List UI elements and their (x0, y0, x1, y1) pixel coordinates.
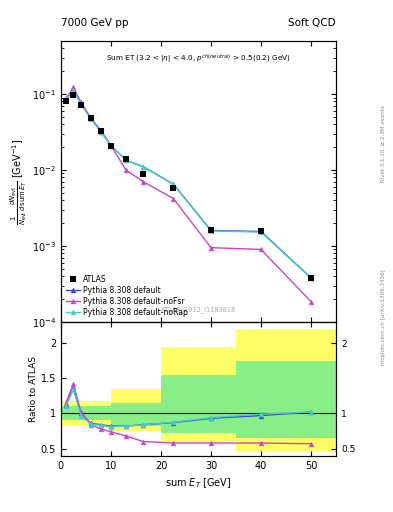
Text: ATLAS_2012_I1183818: ATLAS_2012_I1183818 (161, 307, 236, 313)
Pythia 8.308 default-noRap (123, 157, 128, 163)
Pythia 8.308 default (88, 115, 93, 121)
Pythia 8.308 default-noRap (259, 229, 263, 235)
Pythia 8.308 default-noRap (171, 181, 176, 187)
Pythia 8.308 default (79, 100, 83, 106)
ATLAS (141, 171, 146, 177)
ATLAS (79, 102, 83, 108)
ATLAS (209, 227, 213, 233)
ATLAS (171, 185, 176, 191)
Y-axis label: Ratio to ATLAS: Ratio to ATLAS (29, 356, 38, 422)
Text: mcplots.cern.ch [arXiv:1306.3436]: mcplots.cern.ch [arXiv:1306.3436] (381, 270, 386, 365)
Pythia 8.308 default-noRap (71, 87, 76, 93)
Pythia 8.308 default-noFsr (209, 245, 213, 251)
Pythia 8.308 default-noFsr (141, 179, 146, 185)
Pythia 8.308 default (141, 164, 146, 170)
ATLAS (309, 275, 313, 281)
Pythia 8.308 default (71, 87, 76, 93)
Pythia 8.308 default (259, 228, 263, 234)
Pythia 8.308 default-noFsr (171, 196, 176, 202)
Line: Pythia 8.308 default: Pythia 8.308 default (64, 87, 314, 280)
Pythia 8.308 default-noFsr (71, 84, 76, 91)
Pythia 8.308 default-noRap (64, 96, 68, 102)
Pythia 8.308 default-noRap (79, 101, 83, 108)
Text: Soft QCD: Soft QCD (288, 18, 336, 28)
ATLAS (99, 127, 103, 134)
Pythia 8.308 default-noRap (209, 228, 213, 234)
Pythia 8.308 default (309, 275, 313, 281)
Line: Pythia 8.308 default-noFsr: Pythia 8.308 default-noFsr (64, 85, 314, 304)
Line: Pythia 8.308 default-noRap: Pythia 8.308 default-noRap (64, 88, 314, 280)
Pythia 8.308 default-noFsr (259, 246, 263, 252)
Legend: ATLAS, Pythia 8.308 default, Pythia 8.308 default-noFsr, Pythia 8.308 default-no: ATLAS, Pythia 8.308 default, Pythia 8.30… (65, 273, 189, 318)
Pythia 8.308 default-noRap (99, 129, 103, 135)
Pythia 8.308 default (108, 142, 113, 148)
Pythia 8.308 default-noRap (88, 116, 93, 122)
Pythia 8.308 default (99, 127, 103, 134)
ATLAS (64, 97, 68, 103)
Pythia 8.308 default-noRap (108, 142, 113, 148)
ATLAS (259, 228, 263, 234)
X-axis label: sum $E_T$ [GeV]: sum $E_T$ [GeV] (165, 476, 232, 490)
Text: 7000 GeV pp: 7000 GeV pp (61, 18, 129, 28)
Pythia 8.308 default-noFsr (108, 142, 113, 148)
Text: Rivet 3.1.10, ≥ 2.3M events: Rivet 3.1.10, ≥ 2.3M events (381, 105, 386, 182)
Pythia 8.308 default (171, 181, 176, 187)
Pythia 8.308 default-noRap (309, 275, 313, 281)
Text: Sum ET (3.2 < |$\eta$| < 4.0, $p^{ch(neutral)}$ > 0.5(0.2) GeV): Sum ET (3.2 < |$\eta$| < 4.0, $p^{ch(neu… (106, 52, 291, 65)
ATLAS (71, 92, 76, 98)
Pythia 8.308 default-noFsr (79, 99, 83, 105)
ATLAS (108, 142, 113, 148)
Pythia 8.308 default-noFsr (99, 129, 103, 135)
Pythia 8.308 default-noFsr (123, 167, 128, 173)
Pythia 8.308 default-noRap (141, 164, 146, 170)
Pythia 8.308 default (64, 96, 68, 102)
Pythia 8.308 default-noFsr (88, 115, 93, 121)
Pythia 8.308 default (123, 157, 128, 163)
Pythia 8.308 default-noFsr (64, 95, 68, 101)
ATLAS (88, 115, 93, 121)
Y-axis label: $\frac{1}{N_\mathregular{evt}}\frac{dN_\mathregular{evt}}{d\,\mathregular{sum}\,: $\frac{1}{N_\mathregular{evt}}\frac{dN_\… (8, 138, 29, 225)
ATLAS (123, 156, 128, 162)
Pythia 8.308 default (209, 227, 213, 233)
Line: ATLAS: ATLAS (63, 92, 314, 281)
Pythia 8.308 default-noFsr (309, 298, 313, 305)
